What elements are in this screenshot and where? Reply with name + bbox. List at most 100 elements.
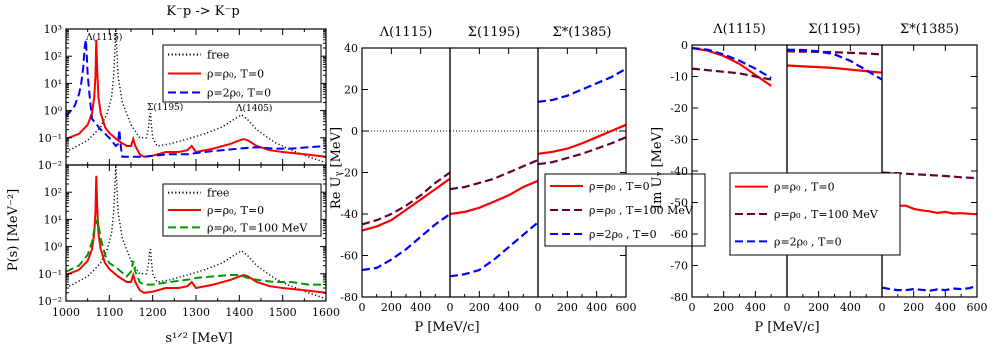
ch-c-panel0-xtick-label: 200	[713, 301, 734, 314]
ch-b-ytick-label: -60	[340, 250, 358, 263]
ch-b-panel0-series--2-t-0	[361, 213, 451, 272]
chart-a-title: K⁻p -> K⁻p	[166, 4, 239, 19]
ch-b-panel2-series--t-100-mev	[537, 136, 627, 166]
ch-b-panel1-title: Σ(1195)	[468, 25, 520, 40]
ch-b-ytick-label: -20	[340, 167, 358, 180]
ch-c-panel2-xtick-label: 200	[903, 301, 924, 314]
ch-c-legend-label-0: ρ=ρ₀ , T=0	[774, 181, 835, 194]
ch-b-panel1-xtick-label: 0	[447, 301, 454, 314]
ch-c-panel0-xtick-label: 0	[689, 301, 696, 314]
chart-b-ylabel: Re Uᵧ [MeV]	[329, 127, 344, 209]
annotation-lambda-1405: Λ(1405)	[235, 103, 272, 114]
ch-b-panel1-series--2-t-0	[449, 221, 539, 278]
ch-c-panel1-xtick-label: 200	[808, 301, 829, 314]
a-upper-legend-label-1: ρ=ρ₀, T=0	[207, 68, 264, 81]
ch-c-panel0-series--t-0	[691, 47, 772, 87]
annotation-sigma-1195: Σ(1195)	[147, 102, 183, 113]
a-upper-ytick-label: 10²	[44, 50, 62, 63]
ch-c-ytick-label: -70	[670, 260, 688, 273]
ch-c-ytick-label: -30	[670, 134, 688, 147]
ch-b-panel2-frame	[537, 47, 627, 298]
chart-a-ylabel: P(s) [MeV⁻²]	[6, 189, 21, 271]
a-upper-series-group	[66, 29, 326, 164]
a-upper-ytick-label: 10⁰	[44, 105, 63, 118]
ch-c-panel1-series--2-t-0	[786, 48, 883, 81]
ch-c-panel2-frame	[881, 44, 978, 298]
a-lower-xtick-label: 1100	[95, 306, 123, 319]
ch-c-panel2-title: Σ*(1385)	[900, 22, 959, 37]
ch-b-panel0-frame	[361, 47, 451, 298]
ch-c-panel0-series--2-t-0	[691, 47, 772, 80]
ch-b-legend-label-0: ρ=ρ₀ , T=0	[589, 180, 650, 193]
ch-b-panel1-series--t-0	[449, 179, 539, 216]
a-lower-legend-label-2: ρ=ρ₀, T=100 MeV	[207, 221, 308, 234]
ch-b-panel2-series--t-0	[537, 123, 627, 155]
ch-b-panel1-series--t-100-mev	[449, 158, 539, 191]
ch-b-ytick-label: 0	[351, 125, 358, 138]
chart-a-upper-plot: 10⁻² 10⁻¹ 10⁰ 10¹ 10² 10³ free ρ=ρ₀, T=0 ρ=2ρ₀, …	[38, 23, 327, 172]
ch-c-ytick-label: -50	[670, 197, 688, 210]
ch-c-panel0-series--t-100-mev	[691, 67, 772, 81]
a-lower-series--t-0	[66, 175, 326, 294]
ch-c-panel2-series--2-t-0	[881, 284, 978, 292]
ch-c-panel1-series--t-0	[786, 64, 883, 74]
ch-c-panel2-xtick-label: 600	[967, 301, 988, 314]
chart-c-ylabel: Im Uᵧ [MeV]	[650, 127, 665, 209]
ch-b-legend-label-1: ρ=ρ₀ , T=100 MeV	[589, 204, 694, 217]
ch-b-panel1-xtick-label: 200	[469, 301, 490, 314]
a-lower-ytick-label: 10⁻²	[38, 295, 62, 308]
ch-b-legend-label-2: ρ=2ρ₀ , T=0	[589, 228, 657, 241]
ch-b-ytick-label: 40	[344, 42, 358, 55]
ch-b-panel2-xtick-label: 600	[616, 301, 637, 314]
a-upper-ytick-label: 10³	[44, 23, 62, 36]
a-lower-ytick-label: 10²	[44, 186, 62, 199]
ch-b-ytick-label: 20	[344, 84, 358, 97]
ch-c-panel1-series--t-100-mev	[786, 50, 883, 56]
ch-c-panel2-xtick-label: 0	[879, 301, 886, 314]
ch-c-ytick-label: 0	[681, 39, 688, 52]
ch-b-ytick-label: -80	[340, 291, 358, 304]
ch-c-ytick-label: -80	[670, 291, 688, 304]
ch-c-panel2-xtick-label: 400	[935, 301, 956, 314]
ch-c-panel0-title: Λ(1115)	[712, 22, 766, 37]
ch-b-panel2-xtick-label: 0	[535, 301, 542, 314]
a-upper-series--2-t-0	[66, 39, 326, 158]
ch-b-panel2-xtick-label: 400	[586, 301, 607, 314]
ch-c-panel1-frame	[786, 44, 883, 298]
annotation-lambda-1115: Λ(1115)	[85, 32, 122, 43]
ch-b-panel0-xtick-label: 0	[359, 301, 366, 314]
a-upper-series--t-0	[66, 39, 326, 158]
ch-b-panel2-series--2-t-0	[537, 67, 627, 103]
a-upper-legend-label-0: free	[207, 49, 229, 62]
ch-c-panel1-title: Σ(1195)	[808, 22, 860, 37]
a-lower-xtick-label: 1600	[312, 306, 340, 319]
a-lower-legend-label-1: ρ=ρ₀, T=0	[207, 204, 264, 217]
ch-b-panel1-xtick-label: 400	[498, 301, 519, 314]
chart-b-xlabel: P [MeV/c]	[414, 320, 479, 335]
a-lower-ytick-label: 10⁻¹	[38, 268, 62, 281]
ch-b-panel2-xtick-label: 200	[557, 301, 578, 314]
a-lower-xtick-label: 1000	[52, 306, 80, 319]
a-upper-legend-label-2: ρ=2ρ₀, T=0	[207, 87, 271, 100]
ch-b-panel0-series--t-0	[361, 177, 451, 232]
a-lower-ytick-label: 10⁰	[44, 241, 63, 254]
ch-c-legend-label-1: ρ=ρ₀ , T=100 MeV	[774, 208, 879, 221]
ch-c-ytick-label: -40	[670, 165, 688, 178]
ch-b-panel0-xtick-label: 200	[381, 301, 402, 314]
ch-c-panel1-xtick-label: 0	[784, 301, 791, 314]
a-lower-series--t-100-mev	[66, 216, 326, 286]
a-upper-ytick-label: 10⁻¹	[38, 132, 62, 145]
a-upper-ytick-label: 10⁻²	[38, 159, 62, 172]
a-lower-xtick-label: 1300	[182, 306, 210, 319]
ch-c-ytick-label: -20	[670, 102, 688, 115]
a-lower-series-free	[66, 165, 326, 300]
ch-c-panel1-xtick-label: 400	[840, 301, 861, 314]
ch-b-panel0-series--t-100-mev	[361, 171, 451, 226]
a-lower-xtick-label: 1500	[269, 306, 297, 319]
ch-c-panel0-frame	[691, 44, 788, 298]
ch-b-ytick-label: -40	[340, 208, 358, 221]
a-lower-ytick-label: 10¹	[44, 213, 62, 226]
a-lower-xtick-label: 1200	[139, 306, 167, 319]
